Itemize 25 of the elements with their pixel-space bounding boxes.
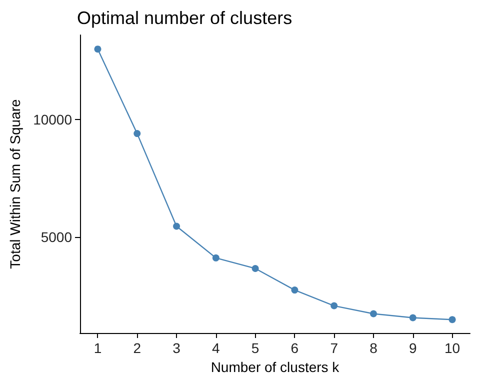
point — [330, 302, 338, 310]
point — [173, 222, 180, 230]
point — [370, 310, 377, 318]
point — [94, 46, 102, 53]
point — [409, 314, 416, 322]
x-axis-title: Number of clusters k — [210, 358, 340, 375]
y-axis-title: Total Within Sum of Square — [7, 98, 23, 269]
x-tick-label: 7 — [330, 340, 338, 356]
x-tick-label: 9 — [408, 340, 417, 356]
x-tick-label: 6 — [290, 340, 299, 356]
y-tick-label: 5000 — [40, 228, 72, 245]
x-tick-label: 2 — [133, 340, 142, 356]
point — [212, 254, 220, 262]
x-tick-label: 3 — [172, 340, 181, 356]
point — [448, 316, 456, 324]
x-tick-label: 10 — [444, 340, 460, 356]
point — [291, 286, 298, 294]
x-tick-label: 4 — [212, 340, 220, 356]
chart-title: Optimal number of clusters — [77, 8, 292, 28]
y-tick-label: 10000 — [33, 111, 72, 128]
point — [252, 264, 259, 272]
x-tick-label: 8 — [370, 340, 378, 356]
x-tick-label: 1 — [94, 340, 102, 356]
x-tick-label: 5 — [251, 340, 260, 356]
point — [134, 130, 141, 138]
